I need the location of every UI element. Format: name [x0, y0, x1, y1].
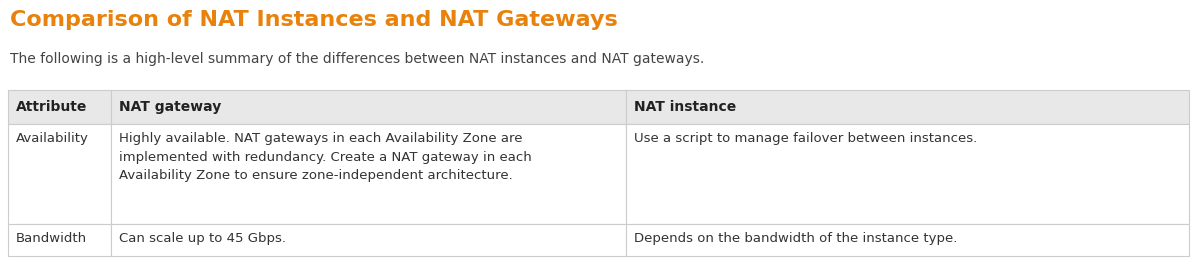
Text: NAT gateway: NAT gateway [120, 100, 222, 114]
Text: Highly available. NAT gateways in each Availability Zone are
implemented with re: Highly available. NAT gateways in each A… [120, 132, 532, 182]
Bar [625, 124, 1190, 224]
Text: Use a script to manage failover between instances.: Use a script to manage failover between … [634, 132, 976, 145]
Text: Comparison of NAT Instances and NAT Gateways: Comparison of NAT Instances and NAT Gate… [10, 10, 618, 30]
Bar [111, 90, 625, 124]
Bar [625, 90, 1190, 124]
Text: Can scale up to 45 Gbps.: Can scale up to 45 Gbps. [120, 232, 286, 245]
Text: The following is a high-level summary of the differences between NAT instances a: The following is a high-level summary of… [10, 52, 704, 66]
Text: Availability: Availability [16, 132, 89, 145]
Bar [8, 224, 111, 256]
Bar [625, 224, 1190, 256]
Text: NAT instance: NAT instance [634, 100, 736, 114]
Bar [8, 90, 111, 124]
Bar [8, 124, 111, 224]
Text: Attribute: Attribute [16, 100, 87, 114]
Text: Depends on the bandwidth of the instance type.: Depends on the bandwidth of the instance… [634, 232, 957, 245]
Bar [111, 124, 625, 224]
Bar [111, 224, 625, 256]
Text: Bandwidth: Bandwidth [16, 232, 87, 245]
